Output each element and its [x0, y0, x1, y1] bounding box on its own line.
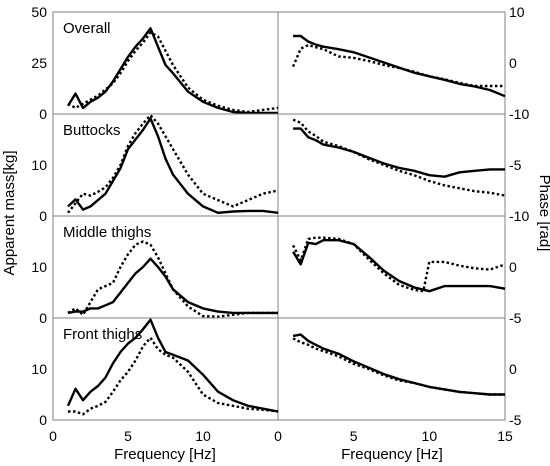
phase-line-dotted [291, 43, 505, 88]
y-tick-label-right: 0 [509, 259, 517, 275]
y-tick-label-left: 0 [39, 412, 47, 428]
phase-line-solid [292, 238, 506, 293]
phase-line-solid [293, 34, 506, 98]
panel-title: Overall [63, 20, 111, 37]
phase-panel-frame [277, 11, 506, 115]
phase-line-dotted [292, 118, 506, 197]
magnitude-line-solid [67, 117, 279, 215]
magnitude-line-dotted [68, 336, 279, 416]
phase-panel-frame [277, 215, 506, 319]
y-tick-label-left: 25 [31, 55, 47, 71]
y-tick-label-right: 0 [509, 55, 517, 71]
phase-line-solid [293, 127, 505, 178]
y-axis-label-right: Phase [rad] [536, 175, 550, 252]
panel-title: Front thighs [63, 326, 142, 343]
y-tick-label-right: -5 [509, 310, 522, 326]
x-tick-label-left: 0 [274, 428, 282, 444]
phase-panel-frame [277, 317, 506, 421]
y-tick-label-right: -10 [509, 208, 529, 224]
y-axis-label-left: Apparent mass[kg] [1, 150, 18, 275]
phase-line-dotted [292, 337, 505, 396]
magnitude-line-solid [66, 27, 278, 115]
phase-line-solid [292, 333, 505, 396]
magnitude-line-dotted [67, 114, 279, 214]
y-tick-label-left: 50 [31, 4, 47, 20]
y-tick-label-left: 0 [39, 208, 47, 224]
y-tick-label-left: 10 [31, 157, 47, 173]
y-tick-label-left: 10 [31, 361, 47, 377]
panel-title: Buttocks [63, 122, 121, 139]
plot-area: 02550-10010Overall010-10-5Buttocks010-50… [31, 4, 529, 444]
magnitude-line-solid [66, 318, 279, 413]
y-tick-label-right: 10 [509, 4, 525, 20]
magnitude-line-dotted [67, 31, 279, 114]
y-tick-label-left: 0 [39, 310, 47, 326]
y-tick-label-right: -5 [509, 412, 522, 428]
x-tick-label-right: 5 [350, 428, 358, 444]
x-tick-label-right: 10 [422, 428, 438, 444]
panel-title: Middle thighs [63, 224, 151, 241]
magnitude-line-solid [67, 257, 278, 315]
x-tick-label-left: 10 [195, 428, 211, 444]
y-tick-label-right: 0 [509, 361, 517, 377]
y-tick-label-left: 0 [39, 106, 47, 122]
x-tick-label-right: 15 [497, 428, 513, 444]
phase-line-dotted [292, 236, 506, 293]
y-tick-label-left: 10 [31, 259, 47, 275]
x-axis-label-right: Frequency [Hz] [341, 446, 443, 463]
x-axis-label-left: Frequency [Hz] [114, 446, 216, 463]
y-tick-label-right: -5 [509, 157, 522, 173]
x-tick-label-left: 5 [124, 428, 132, 444]
magnitude-line-dotted [67, 240, 278, 318]
y-tick-label-right: -10 [509, 106, 529, 122]
x-tick-label-left: 0 [49, 428, 57, 444]
